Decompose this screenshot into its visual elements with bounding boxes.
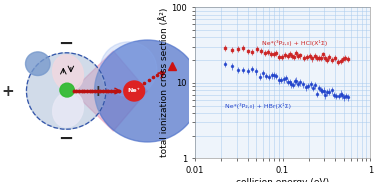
Circle shape [60, 83, 74, 97]
Text: −: − [59, 130, 74, 148]
Circle shape [124, 81, 144, 101]
Circle shape [94, 40, 200, 142]
X-axis label: collision energy (eV): collision energy (eV) [236, 178, 329, 182]
Text: Ne⁺: Ne⁺ [128, 88, 141, 94]
Polygon shape [72, 51, 147, 131]
Text: Ne*(³P₂,₀) + HCl(X¹Σ): Ne*(³P₂,₀) + HCl(X¹Σ) [262, 40, 327, 46]
Ellipse shape [53, 55, 84, 91]
Text: +: + [91, 84, 104, 98]
Circle shape [100, 42, 157, 96]
Text: Ne*(³P₂,₀) + HBr(X¹Σ): Ne*(³P₂,₀) + HBr(X¹Σ) [225, 102, 291, 108]
Text: +: + [1, 84, 14, 98]
Circle shape [26, 52, 50, 76]
Ellipse shape [53, 91, 84, 127]
Text: −: − [59, 35, 74, 53]
Circle shape [26, 53, 106, 129]
Y-axis label: total ionization cross section (Å²): total ionization cross section (Å²) [159, 8, 169, 157]
